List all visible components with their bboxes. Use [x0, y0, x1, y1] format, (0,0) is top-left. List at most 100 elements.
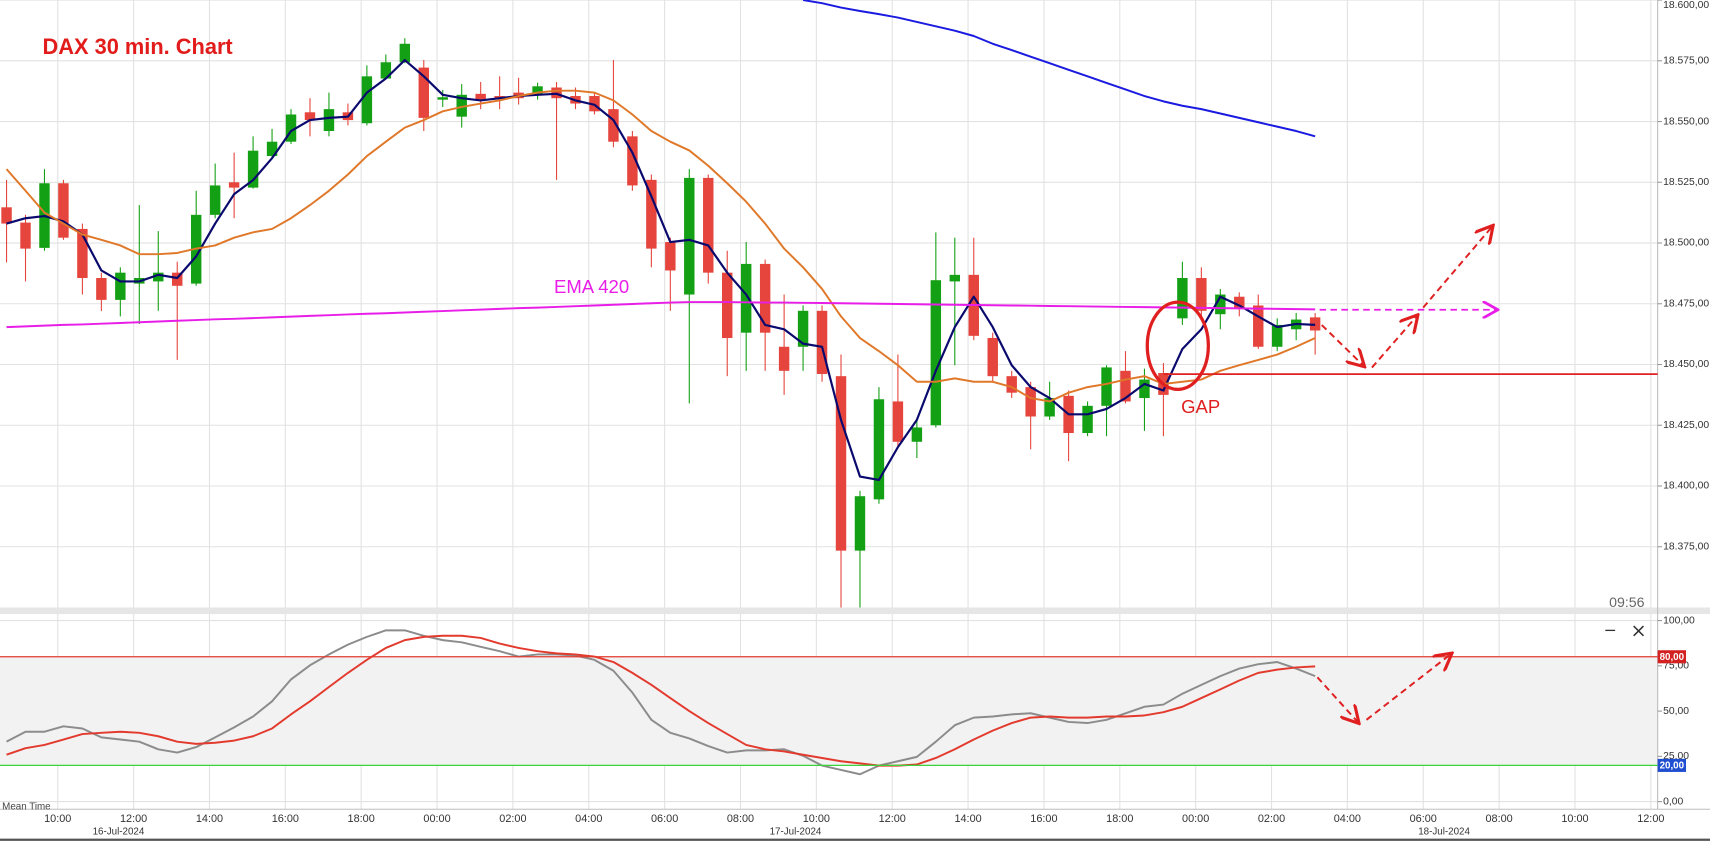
level-label: 80,00: [1660, 652, 1685, 663]
x-tick-label: 02:00: [1258, 813, 1285, 825]
axes: 10:00 12:00 14:00 16:00 18:00 00:00 02:00 04:00…: [44, 0, 1709, 838]
candle-body: [456, 94, 467, 117]
candle-body: [703, 177, 714, 273]
level-label: 20,00: [1660, 761, 1685, 772]
date-label: 16-Jul-2024: [93, 827, 145, 838]
candle-body: [684, 177, 695, 295]
candle-body: [532, 86, 543, 95]
candle-body: [1253, 305, 1264, 347]
candle-body: [854, 496, 866, 551]
level-label-box: [1657, 758, 1687, 772]
candle-body: [778, 346, 790, 371]
x-tick-label: 06:00: [1410, 813, 1437, 825]
y-tick-label: 18.525,00: [1663, 177, 1709, 188]
candle-body: [1120, 370, 1131, 402]
line-series: [6, 634, 1316, 767]
candle-body: [1177, 278, 1188, 319]
y-tick-label: 100,00: [1663, 615, 1695, 626]
x-tick-label: 08:00: [1485, 813, 1512, 825]
y-tick-label: 25,00: [1663, 751, 1689, 762]
x-tick-label: 16:00: [1030, 813, 1057, 825]
panel-separator: [0, 607, 1710, 615]
x-tick-label: 16:00: [272, 813, 299, 825]
x-tick-label: 18:00: [1106, 813, 1133, 825]
main-plot: [1, 0, 1321, 608]
x-tick-label: 00:00: [1182, 813, 1209, 825]
candle-body: [892, 401, 904, 442]
line-series: [802, 0, 1316, 138]
candle-body: [722, 272, 733, 339]
x-tick-label: 00:00: [423, 813, 450, 825]
line-series: [6, 301, 1316, 329]
candle-body: [1196, 278, 1207, 311]
candle-body: [304, 112, 316, 121]
y-tick-label: 18.450,00: [1663, 359, 1709, 370]
candle-body: [1271, 324, 1283, 347]
x-tick-label: 12:00: [879, 813, 906, 825]
candle-body: [797, 310, 809, 347]
level-label-box: [1657, 650, 1687, 664]
gap-label: GAP: [1181, 396, 1220, 417]
candle-body: [646, 179, 657, 249]
osc-plot: [0, 629, 1658, 776]
x-tick-label: 04:00: [1334, 813, 1361, 825]
y-tick-label: 18.425,00: [1663, 420, 1709, 431]
candle-body: [96, 278, 107, 300]
date-label: 18-Jul-2024: [1418, 827, 1470, 838]
x-tick-label: 14:00: [954, 813, 981, 825]
y-tick-label: 18.600,00: [1663, 0, 1709, 11]
candle-body: [608, 109, 619, 142]
clock: 09:56: [1609, 595, 1645, 611]
candle-body: [665, 242, 676, 271]
candle-body: [399, 43, 411, 63]
candle-body: [323, 109, 335, 132]
candle-body: [911, 427, 923, 442]
candle-body: [1, 207, 12, 224]
candle-body: [816, 310, 828, 374]
projection-up: [1422, 227, 1492, 309]
x-tick-label: 14:00: [196, 813, 223, 825]
candle-body: [115, 272, 126, 300]
osc-grid: [0, 614, 1658, 810]
y-tick-label: 0,00: [1663, 796, 1683, 807]
candle-body: [172, 272, 183, 286]
close-button[interactable]: [1633, 625, 1645, 637]
candle-body: [228, 182, 240, 188]
candle-body: [1082, 405, 1093, 434]
candle-body: [77, 228, 88, 279]
candle-body: [627, 136, 638, 186]
x-tick-label: 10:00: [1561, 813, 1588, 825]
x-tick-label: 02:00: [499, 813, 526, 825]
candle-body: [20, 222, 31, 249]
candle-body: [1044, 398, 1055, 417]
date-label: 17-Jul-2024: [770, 827, 822, 838]
y-tick-label: 18.550,00: [1663, 116, 1709, 127]
line-series: [5, 89, 1316, 403]
y-tick-label: 18.575,00: [1663, 56, 1709, 67]
candle-body: [1139, 379, 1150, 399]
candle-body: [380, 62, 392, 79]
osc-projection-up: [1365, 654, 1450, 721]
x-tick-label: 12:00: [120, 813, 147, 825]
x-tick-label: 10:00: [44, 813, 71, 825]
candle-body: [835, 376, 847, 551]
y-tick-label: 18.475,00: [1663, 298, 1709, 309]
candle-body: [949, 274, 961, 282]
candle-body: [1006, 376, 1017, 393]
candle-body: [209, 185, 221, 215]
y-tick-label: 18.400,00: [1663, 481, 1709, 492]
level-band: [0, 656, 1658, 766]
candle-body: [475, 93, 486, 101]
x-tick-label: 08:00: [727, 813, 754, 825]
candle-body: [361, 76, 373, 124]
candle-body: [930, 280, 942, 426]
candle-body: [437, 97, 448, 100]
x-tick-label: 12:00: [1637, 813, 1664, 825]
y-tick-label: 18.500,00: [1663, 238, 1709, 249]
candle-body: [740, 263, 752, 333]
gap-circle: [1145, 300, 1210, 392]
y-tick-label: 75,00: [1663, 661, 1689, 672]
candle-body: [285, 114, 297, 142]
